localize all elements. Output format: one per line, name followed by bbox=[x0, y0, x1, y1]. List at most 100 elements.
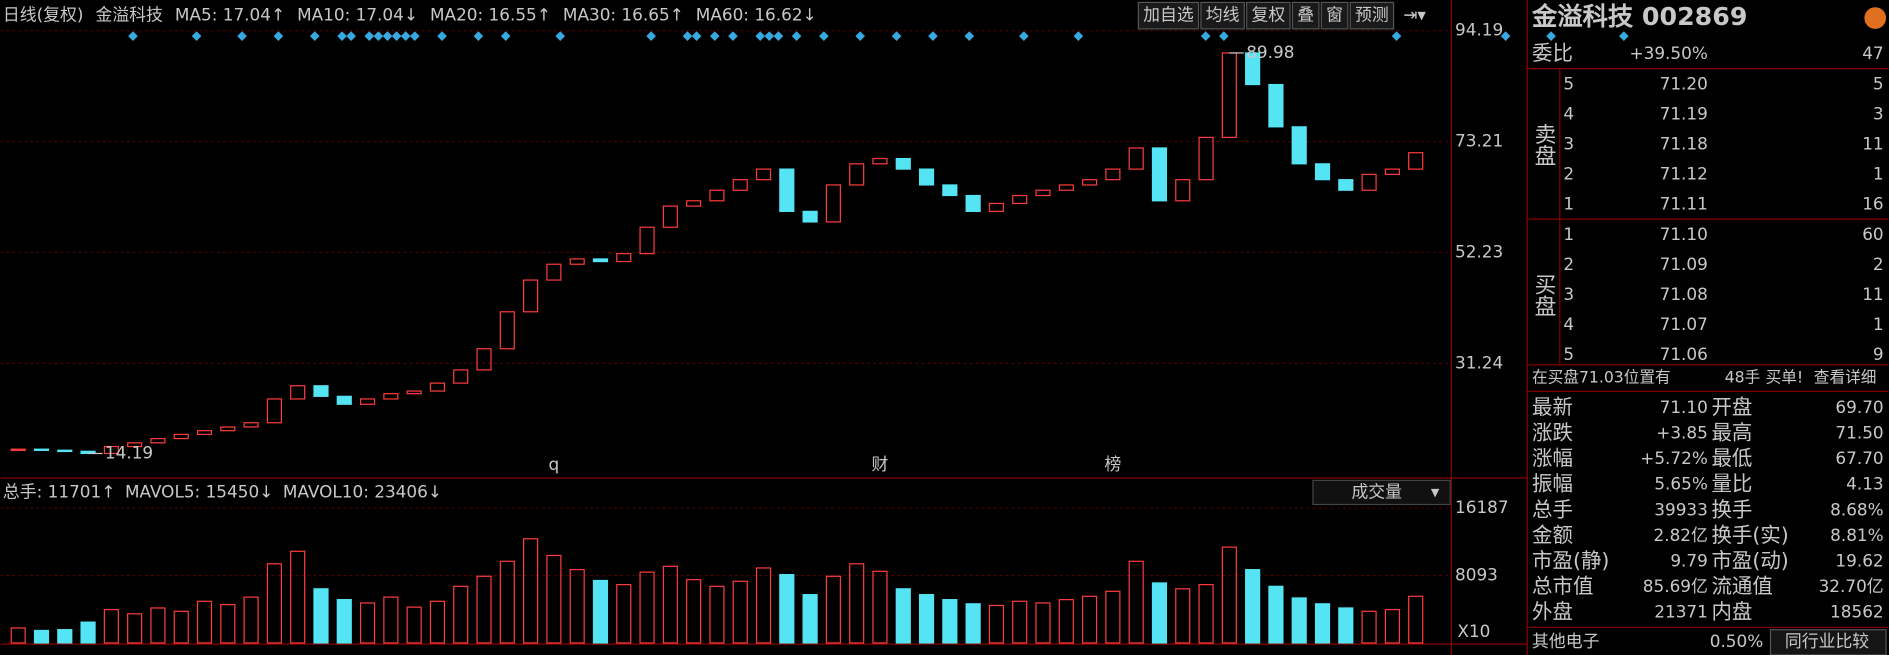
sector-name: 其他电子 bbox=[1532, 631, 1600, 651]
stat-label: 换手(实) bbox=[1711, 523, 1788, 547]
level: 1 bbox=[1563, 224, 1574, 244]
toolbar-more[interactable]: ⇥▾ bbox=[1403, 5, 1426, 25]
candle bbox=[290, 385, 306, 400]
stat-value: 19.62 bbox=[1835, 550, 1883, 570]
compare-button[interactable]: 同行业比较 bbox=[1785, 631, 1869, 651]
candle bbox=[523, 279, 539, 313]
weibi-diff: 47 bbox=[1862, 43, 1883, 63]
toolbar-button-bg[interactable] bbox=[1246, 1, 1291, 30]
volume-bar bbox=[406, 606, 422, 644]
candle bbox=[965, 194, 981, 212]
level-volume: 11 bbox=[1862, 133, 1883, 153]
annotation: 89.98 bbox=[1246, 42, 1294, 62]
candle bbox=[1058, 184, 1074, 191]
toolbar-button[interactable]: 加自选 bbox=[1143, 5, 1194, 25]
candle bbox=[1082, 179, 1098, 186]
toolbar-button[interactable]: 预测 bbox=[1355, 5, 1389, 25]
compare-button-bg[interactable] bbox=[1769, 629, 1887, 655]
volume-bar bbox=[127, 613, 143, 644]
indicator-label: MA5: 17.04↑ bbox=[175, 5, 285, 25]
level: 1 bbox=[1563, 194, 1574, 214]
volume-bar bbox=[57, 629, 73, 644]
toolbar-button[interactable]: 复权 bbox=[1251, 5, 1285, 25]
toolbar-button[interactable]: 均线 bbox=[1206, 5, 1240, 25]
indicator-label: MA10: 17.04↓ bbox=[297, 5, 418, 25]
level-volume: 5 bbox=[1873, 73, 1884, 93]
stat-label: 总手 bbox=[1532, 497, 1573, 521]
candle bbox=[266, 398, 282, 424]
candle bbox=[57, 449, 73, 453]
logo bbox=[1864, 7, 1887, 29]
volume-bar bbox=[616, 584, 632, 644]
volume-bar bbox=[1105, 590, 1121, 644]
candle bbox=[383, 393, 399, 400]
notice-link[interactable]: 查看详细 bbox=[1814, 368, 1877, 387]
notice-text: 在买盘71.03位置有 bbox=[1532, 368, 1671, 387]
stat-label: 振幅 bbox=[1532, 472, 1573, 496]
volume-bar bbox=[523, 538, 539, 644]
volume-bar bbox=[196, 600, 213, 644]
stat-value: 4.13 bbox=[1846, 474, 1884, 494]
level-price: 71.20 bbox=[1660, 73, 1708, 93]
toolbar-button-bg[interactable] bbox=[1137, 1, 1200, 30]
stat-value: +3.85 bbox=[1656, 423, 1708, 443]
volume-bar bbox=[802, 594, 818, 644]
level-price: 71.11 bbox=[1660, 194, 1708, 214]
event-marker[interactable]: 榜 bbox=[1104, 454, 1121, 474]
stock-title: 金溢科技 002869 bbox=[1531, 2, 1747, 31]
toolbar-button[interactable]: 叠 bbox=[1297, 5, 1314, 25]
level-volume: 11 bbox=[1862, 284, 1883, 304]
stat-label: 总市值 bbox=[1532, 574, 1593, 598]
volume-bar bbox=[290, 550, 306, 644]
level: 3 bbox=[1563, 133, 1574, 153]
candle bbox=[243, 422, 259, 428]
volume-bar bbox=[639, 571, 655, 644]
y-tick-label: 16187 bbox=[1455, 497, 1509, 517]
toolbar-button-bg[interactable] bbox=[1200, 1, 1245, 30]
candle bbox=[406, 390, 422, 395]
toolbar-button[interactable]: 窗 bbox=[1326, 5, 1343, 25]
stat-value: 8.81% bbox=[1830, 525, 1884, 545]
volume-bar bbox=[988, 604, 1005, 644]
candle bbox=[1035, 189, 1051, 197]
stat-value: 71.10 bbox=[1660, 397, 1708, 417]
volume-bar bbox=[1314, 603, 1331, 644]
volume-bar bbox=[429, 600, 446, 644]
candle bbox=[639, 226, 655, 255]
selector-bg[interactable] bbox=[1312, 479, 1451, 506]
candle bbox=[453, 369, 469, 384]
candle bbox=[1151, 147, 1168, 202]
event-marker[interactable]: 财 bbox=[872, 454, 889, 474]
side-label: 买盘 bbox=[1531, 273, 1556, 316]
volume-bar bbox=[336, 599, 352, 644]
stat-label: 金额 bbox=[1532, 523, 1573, 547]
toolbar-button-bg[interactable] bbox=[1291, 1, 1320, 30]
toolbar-button-bg[interactable] bbox=[1320, 1, 1349, 30]
candle bbox=[220, 426, 236, 432]
stat-value: 69.70 bbox=[1835, 397, 1883, 417]
indicator-label: MA60: 16.62↓ bbox=[696, 5, 817, 25]
annotation: 14.19 bbox=[105, 442, 153, 462]
level: 2 bbox=[1563, 254, 1574, 274]
candle bbox=[709, 189, 725, 202]
stat-value: 2.82亿 bbox=[1654, 525, 1708, 545]
volume-selector[interactable]: 成交量 bbox=[1351, 481, 1402, 501]
indicator-label: 金溢科技 bbox=[96, 5, 164, 25]
event-marker[interactable]: q bbox=[549, 454, 560, 474]
selector-arrow: ▾ bbox=[1431, 481, 1440, 501]
candle bbox=[1105, 168, 1121, 181]
level-volume: 60 bbox=[1862, 224, 1883, 244]
volume-bar bbox=[313, 588, 329, 644]
volume-bar bbox=[103, 609, 119, 644]
volume-bar bbox=[33, 629, 50, 644]
level: 4 bbox=[1563, 103, 1574, 123]
volume-bar bbox=[1198, 584, 1214, 644]
level-price: 71.08 bbox=[1660, 284, 1708, 304]
stat-label: 换手 bbox=[1711, 497, 1752, 521]
volume-bar bbox=[592, 579, 609, 644]
level-price: 71.10 bbox=[1660, 224, 1708, 244]
y-tick-label: 73.21 bbox=[1455, 131, 1503, 151]
toolbar-button-bg[interactable] bbox=[1349, 1, 1395, 30]
volume-bar bbox=[895, 588, 911, 644]
indicator-label: MA30: 16.65↑ bbox=[563, 5, 684, 25]
